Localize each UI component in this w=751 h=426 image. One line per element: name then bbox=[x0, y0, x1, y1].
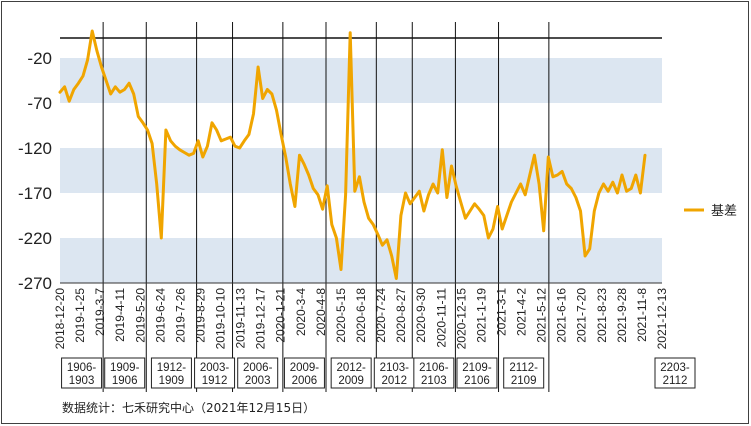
y-tick-label: -170 bbox=[18, 184, 52, 203]
x-tick-label: 2020-8-27 bbox=[394, 288, 408, 343]
contract-window-box bbox=[413, 357, 455, 389]
contract-window-label: 2112- bbox=[509, 362, 538, 374]
contract-window-box bbox=[503, 357, 545, 389]
y-tick-label: -20 bbox=[27, 49, 52, 68]
contract-window-layer: 1906-1903 1909-1906 1912-1909 2003-1912 2006… bbox=[61, 22, 696, 392]
contract-window-box bbox=[61, 357, 103, 389]
contract-window-label: 1909 bbox=[159, 375, 185, 387]
y-tick-label: -220 bbox=[18, 229, 52, 248]
x-tick-label: 2021-5-12 bbox=[535, 288, 549, 343]
contract-window-label: 1906- bbox=[67, 362, 97, 374]
contract-window-label: 1906 bbox=[112, 375, 138, 387]
x-tick-label: 2018-12-20 bbox=[53, 288, 67, 350]
source-note: 数据统计：七禾研究中心（2021年12月15日） bbox=[62, 400, 315, 415]
contract-window-label: 2012- bbox=[336, 362, 366, 374]
x-tick-label: 2019-6-24 bbox=[153, 288, 167, 343]
contract-window-label: 2006- bbox=[243, 362, 273, 374]
contract-window-box bbox=[150, 357, 192, 389]
contract-window-label: 2106 bbox=[464, 375, 490, 387]
contract-window-box bbox=[456, 357, 498, 389]
x-tick-label: 2019-5-20 bbox=[133, 288, 147, 343]
contract-window-label: 1903 bbox=[69, 375, 95, 387]
contract-window-label: 2103 bbox=[421, 375, 447, 387]
x-axis-ticks: 2018-12-20 2019-1-25 2019-3-7 2019-4-11 2019… bbox=[53, 288, 669, 350]
contract-window-box bbox=[283, 357, 325, 389]
x-tick-label: 2021-12-13 bbox=[655, 288, 669, 350]
x-tick-label: 2020-3-4 bbox=[294, 288, 308, 336]
x-tick-label: 2020-4-8 bbox=[314, 288, 328, 336]
y-tick-label: -120 bbox=[18, 139, 52, 158]
x-tick-label: 2019-10-10 bbox=[214, 288, 228, 350]
y-axis-ticks: -20 -70 -120 -170 -220 -270 bbox=[18, 49, 52, 293]
x-tick-label: 2021-4-2 bbox=[515, 288, 529, 336]
contract-window-label: 2003- bbox=[200, 362, 230, 374]
legend-label: 基差 bbox=[711, 204, 737, 219]
x-tick-label: 2021-9-28 bbox=[615, 288, 629, 343]
contract-window-box bbox=[330, 357, 372, 389]
band-layer bbox=[60, 58, 662, 283]
x-tick-label: 2021-3-1 bbox=[494, 288, 508, 336]
x-tick-label: 2020-12-15 bbox=[454, 288, 468, 350]
contract-window-label: 2103- bbox=[380, 362, 410, 374]
contract-window-label: 2112 bbox=[663, 375, 688, 387]
x-tick-label: 2019-7-26 bbox=[173, 288, 187, 343]
contract-window-label: 1909- bbox=[110, 362, 140, 374]
contract-window-label: 2109- bbox=[462, 362, 492, 374]
contract-window-label: 2012 bbox=[382, 375, 408, 387]
x-tick-label: 2020-5-15 bbox=[334, 288, 348, 343]
contract-window-label: 2106- bbox=[419, 362, 449, 374]
x-tick-label: 2021-8-23 bbox=[595, 288, 609, 343]
contract-window-label: 2009 bbox=[338, 375, 364, 387]
contract-window-box bbox=[373, 357, 415, 389]
contract-window-label: 2006 bbox=[292, 375, 318, 387]
x-tick-label: 2021-6-16 bbox=[555, 288, 569, 343]
contract-window-box bbox=[104, 357, 146, 389]
contract-window-label: 2203- bbox=[660, 362, 690, 374]
contract-window-box bbox=[194, 357, 236, 389]
legend: 基差 bbox=[684, 204, 737, 219]
y-tick-label: -270 bbox=[18, 274, 52, 293]
shaded-band-3 bbox=[60, 238, 662, 283]
x-tick-label: 2019-4-11 bbox=[113, 288, 127, 342]
series-line-basis bbox=[58, 29, 647, 280]
shaded-band-1 bbox=[60, 58, 662, 103]
contract-window-box bbox=[654, 357, 696, 389]
x-tick-label: 2020-7-24 bbox=[374, 288, 388, 343]
x-tick-label: 2020-6-18 bbox=[354, 288, 368, 343]
contract-window-label: 1912 bbox=[202, 375, 228, 387]
x-tick-label: 2019-11-13 bbox=[234, 288, 248, 349]
x-tick-label: 2019-3-7 bbox=[93, 288, 107, 336]
contract-window-label: 1912- bbox=[157, 362, 187, 374]
x-tick-label: 2020-11-11 bbox=[434, 288, 448, 348]
x-tick-label: 2020-1-21 bbox=[274, 288, 288, 343]
x-tick-label: 2021-1-19 bbox=[474, 288, 488, 343]
contract-window-label: 2009- bbox=[290, 362, 320, 374]
x-tick-label: 2019-12-17 bbox=[254, 288, 268, 350]
contract-window-label: 2003 bbox=[245, 375, 271, 387]
contract-window-box bbox=[237, 357, 279, 389]
x-tick-label: 2021-7-20 bbox=[575, 288, 589, 343]
x-tick-label: 2019-1-25 bbox=[73, 288, 87, 343]
y-tick-label: -70 bbox=[27, 94, 52, 113]
x-tick-label: 2019-8-29 bbox=[193, 288, 207, 343]
x-tick-label: 2020-9-30 bbox=[414, 288, 428, 343]
x-tick-label: 2021-11-8 bbox=[635, 288, 649, 342]
contract-window-label: 2109 bbox=[511, 375, 537, 387]
